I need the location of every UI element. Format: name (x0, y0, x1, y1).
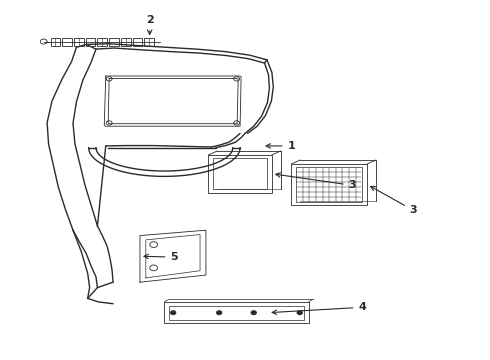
Text: 1: 1 (266, 141, 295, 151)
Bar (133, 38, 143, 45)
Bar (74, 38, 84, 45)
Bar (109, 38, 119, 45)
Bar (296, 167, 362, 202)
Text: 3: 3 (276, 173, 356, 190)
Text: 2: 2 (146, 15, 153, 34)
Bar (292, 164, 367, 205)
Circle shape (297, 311, 302, 315)
Circle shape (251, 311, 256, 315)
Bar (50, 38, 60, 45)
Bar (213, 158, 267, 189)
Bar (208, 155, 272, 193)
Text: 4: 4 (272, 302, 366, 314)
Circle shape (217, 311, 221, 315)
Circle shape (171, 311, 175, 315)
Bar (86, 38, 96, 45)
Bar (145, 38, 154, 45)
Text: 5: 5 (144, 252, 178, 262)
Text: 3: 3 (370, 186, 417, 216)
Bar (62, 38, 72, 45)
Bar (98, 38, 107, 45)
Bar (164, 302, 309, 323)
Bar (121, 38, 131, 45)
Bar (169, 306, 304, 320)
